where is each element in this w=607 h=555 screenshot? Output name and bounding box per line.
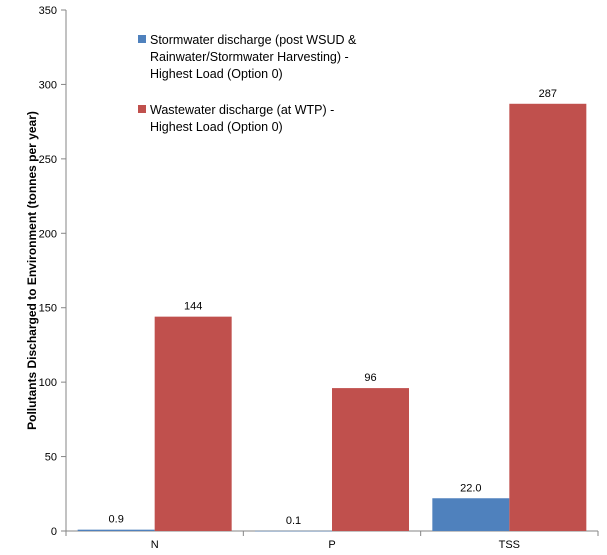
y-axis-label: Pollutants Discharged to Environment (to… [25,111,39,430]
x-tick-label: N [151,539,159,551]
legend-swatch [138,35,146,43]
y-tick-label: 150 [39,303,57,315]
y-tick-label: 350 [39,5,57,17]
legend: Stormwater discharge (post WSUD & Rainwat… [138,33,357,134]
data-label: 96 [364,372,376,384]
x-tick-label: TSS [499,539,520,551]
bar [154,316,232,531]
legend-swatch [138,105,146,113]
data-label: 22.0 [460,482,481,494]
data-label: 0.1 [286,515,301,527]
bar [432,498,510,531]
x-tick-label: P [328,539,335,551]
bars [77,103,587,532]
legend-label: Wastewater discharge (at WTP) - [150,103,334,117]
bar [509,103,587,531]
data-labels: 0.9 0.1 22.0 144 96 287 [109,88,557,527]
legend-label: Highest Load (Option 0) [150,120,283,134]
y-tick-label: 300 [39,79,57,91]
y-tick-label: 0 [51,526,57,538]
y-tick-label: 200 [39,228,57,240]
y-ticks: 0 50 100 150 200 250 300 350 [39,5,66,538]
bar [77,529,155,531]
x-ticks: N P TSS [65,531,599,551]
data-label: 0.9 [109,514,124,526]
y-tick-label: 250 [39,154,57,166]
data-label: 144 [184,301,202,313]
bar [332,388,409,531]
y-tick-label: 100 [39,377,57,389]
data-label: 287 [539,88,557,100]
legend-label: Highest Load (Option 0) [150,67,283,81]
bar [255,530,332,532]
legend-label: Stormwater discharge (post WSUD & [150,33,357,47]
y-tick-label: 50 [45,452,57,464]
legend-label: Rainwater/Stormwater Harvesting) - [150,50,349,64]
